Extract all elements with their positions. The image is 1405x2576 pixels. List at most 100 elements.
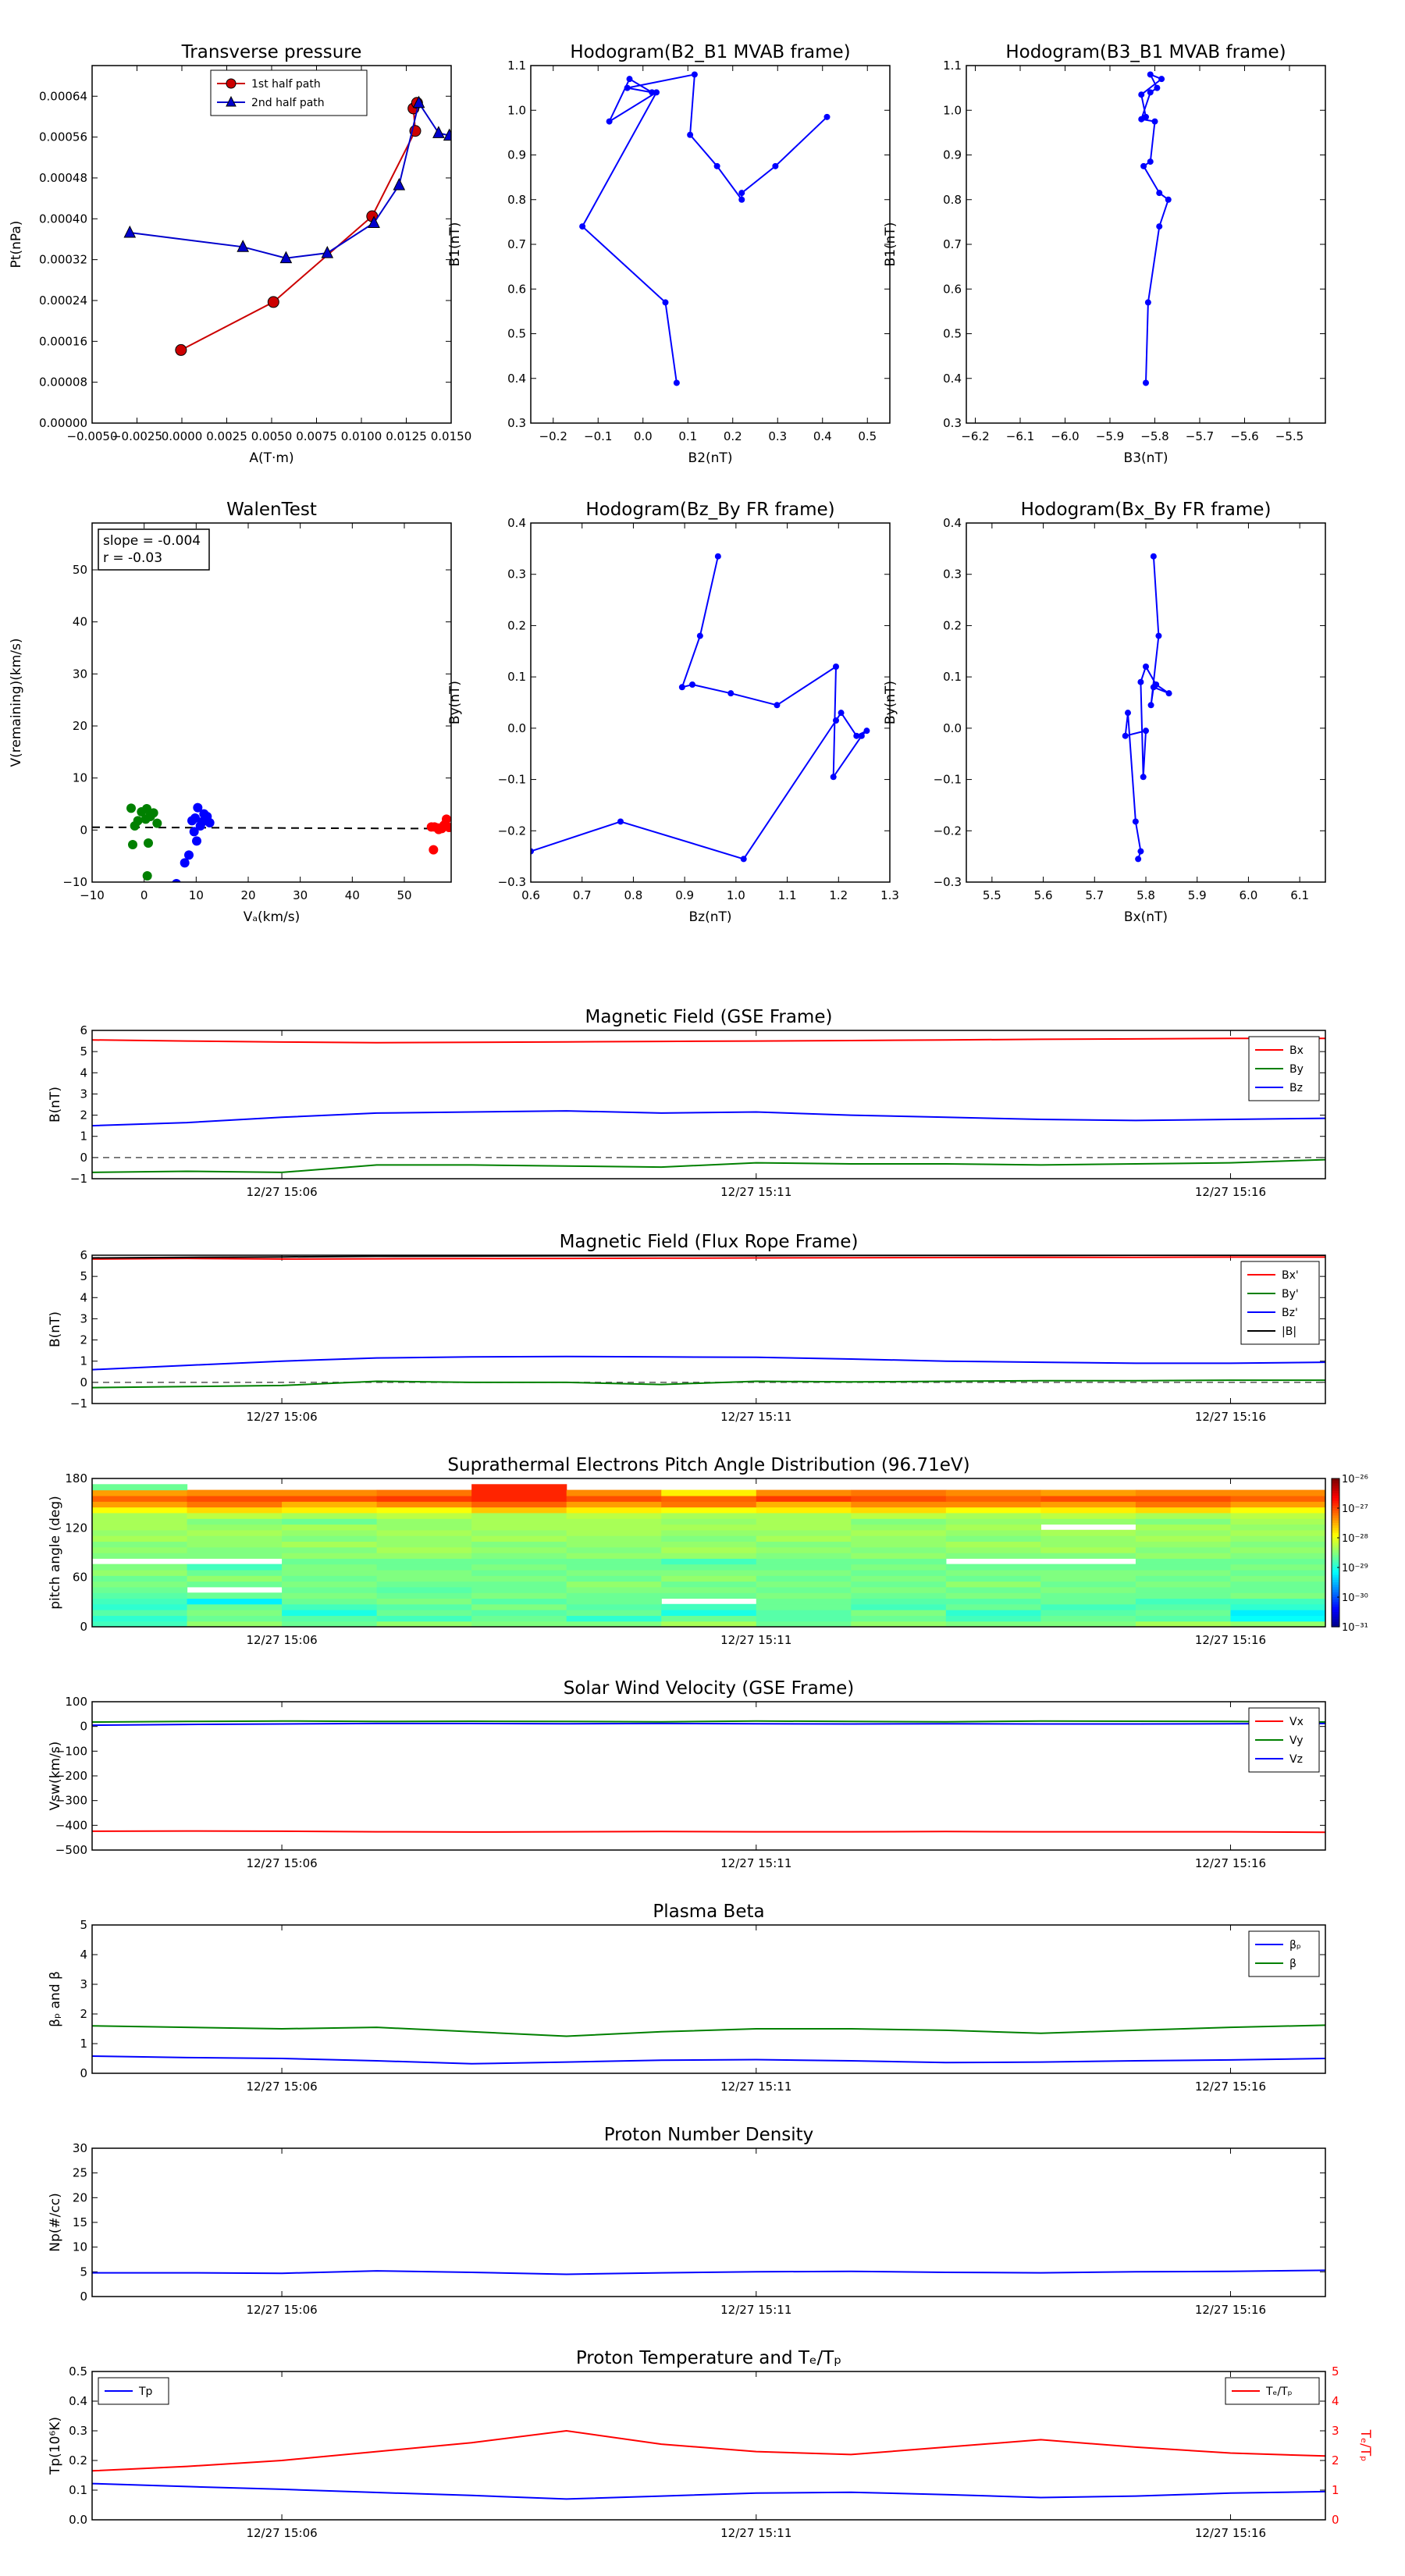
y-tick-label: 180	[65, 1471, 87, 1485]
heatmap-cell	[1135, 1518, 1232, 1525]
colorbar-segment	[1332, 1513, 1339, 1517]
heatmap-cell	[756, 1489, 852, 1496]
plot-frame	[966, 522, 1326, 883]
heatmap-cell	[851, 1558, 947, 1565]
plot-area	[1138, 71, 1172, 386]
y-tick-label: 0.00016	[39, 334, 87, 348]
heatmap-cell	[376, 1569, 472, 1576]
data-point	[1147, 71, 1154, 78]
heatmap-cell	[1230, 1575, 1325, 1582]
heatmap-cell	[851, 1564, 947, 1571]
heatmap-cell	[1040, 1569, 1136, 1576]
data-point	[1132, 818, 1139, 825]
heatmap-cell	[566, 1586, 662, 1593]
heatmap-cell	[1135, 1586, 1232, 1593]
x-tick-label: 0.0000	[162, 429, 203, 443]
plot-frame	[530, 65, 891, 424]
heatmap-cell	[851, 1546, 947, 1553]
heatmap-cell	[945, 1553, 1041, 1559]
y-axis-label: Vsw(km/s)	[48, 1742, 63, 1811]
heatmap-cell	[1135, 1598, 1232, 1605]
heatmap-cell	[282, 1610, 378, 1617]
x-tick-label: 12/27 15:06	[246, 2080, 317, 2094]
colorbar-segment	[1332, 1493, 1339, 1496]
heatmap-cell	[1135, 1575, 1232, 1582]
chart-title: Magnetic Field (Flux Rope Frame)	[560, 1232, 859, 1252]
heatmap-cell	[661, 1610, 757, 1617]
y-tick-label: 0.4	[943, 516, 962, 530]
colorbar-segment	[1332, 1485, 1339, 1489]
heatmap-cell	[187, 1598, 283, 1605]
heatmap-cell	[566, 1592, 662, 1599]
plot-frame	[530, 522, 891, 883]
heatmap-cell	[566, 1598, 662, 1605]
y-tick-label: 1	[80, 2037, 87, 2051]
heatmap-cell	[92, 1529, 188, 1536]
chart-ts3: Solar Wind Velocity (GSE Frame) Vsw(km/s)…	[48, 1678, 1326, 1870]
y-tick-label: −400	[55, 1818, 87, 1832]
heatmap-cell	[851, 1524, 947, 1531]
colorbar-segment	[1332, 1535, 1339, 1539]
series-line	[92, 1830, 1325, 1834]
heatmap-cell	[1135, 1535, 1232, 1542]
chart-tp: Transverse pressure A(T·m) Pt(nPa) −0.0050−…	[9, 42, 471, 466]
heatmap-cell	[1040, 1564, 1136, 1571]
heatmap-cell	[92, 1569, 188, 1576]
heatmap-cell	[471, 1524, 567, 1531]
heatmap-cell	[661, 1621, 757, 1627]
y-tick-label: 0.5	[507, 327, 526, 341]
data-point	[1156, 223, 1163, 230]
x-axis-label: A(T·m)	[249, 450, 293, 466]
heatmap-cell	[1135, 1524, 1232, 1531]
heatmap-cell	[1135, 1592, 1232, 1599]
data-point	[1151, 118, 1158, 125]
legend-entry: Tₑ/Tₚ	[1265, 2386, 1293, 2398]
heatmap-cell	[945, 1598, 1041, 1605]
y-tick-label: 0.9	[507, 148, 526, 162]
y-tick-label: 5	[80, 1269, 87, 1283]
heatmap-cell	[1230, 1524, 1325, 1531]
plot-area	[92, 2429, 1325, 2500]
chart-title: Magnetic Field (GSE Frame)	[585, 1007, 833, 1027]
x-tick-label: −6.0	[1051, 429, 1079, 443]
plot-area	[92, 802, 451, 882]
y-axis-label: Pt(nPa)	[9, 221, 24, 269]
heatmap-cell	[471, 1558, 567, 1565]
data-point	[1143, 379, 1149, 386]
heatmap-cell	[471, 1569, 567, 1576]
x-axis-label: B2(nT)	[688, 450, 733, 466]
scatter-point	[133, 816, 143, 826]
heatmap-cell	[376, 1592, 472, 1599]
x-tick-label: −0.0050	[66, 429, 117, 443]
heatmap-cell	[1135, 1489, 1232, 1496]
heatmap-cell	[282, 1507, 378, 1514]
heatmap-cell	[851, 1518, 947, 1525]
heatmap-cell	[282, 1495, 378, 1502]
scatter-point	[128, 840, 137, 849]
y-tick-label: −0.1	[498, 773, 526, 787]
heatmap-cell	[376, 1501, 472, 1508]
colorbar-segment	[1332, 1530, 1339, 1534]
y-tick-label: 0	[80, 1375, 87, 1389]
plot-frame	[91, 522, 452, 883]
heatmap-cell	[851, 1553, 947, 1559]
heatmap-cell	[1040, 1575, 1136, 1582]
x-tick-label: 0.0125	[386, 429, 427, 443]
heatmap-cell	[756, 1507, 852, 1514]
data-point	[1154, 84, 1161, 91]
y-tick-label: 0	[80, 1620, 87, 1634]
legend-entry: Vy	[1289, 1735, 1304, 1747]
colorbar-segment	[1332, 1510, 1339, 1514]
data-point	[321, 246, 334, 258]
heatmap-cell	[376, 1598, 472, 1605]
series-line	[92, 2429, 1325, 2472]
heatmap-cell	[1040, 1529, 1136, 1536]
heatmap-cell	[945, 1546, 1041, 1553]
series-line	[180, 102, 418, 351]
heatmap-cell	[376, 1507, 472, 1514]
colorbar-segment	[1332, 1478, 1339, 1482]
x-tick-label: 12/27 15:06	[246, 1410, 317, 1424]
plot-area	[123, 95, 451, 356]
data-point	[673, 379, 680, 386]
data-point	[830, 774, 837, 781]
